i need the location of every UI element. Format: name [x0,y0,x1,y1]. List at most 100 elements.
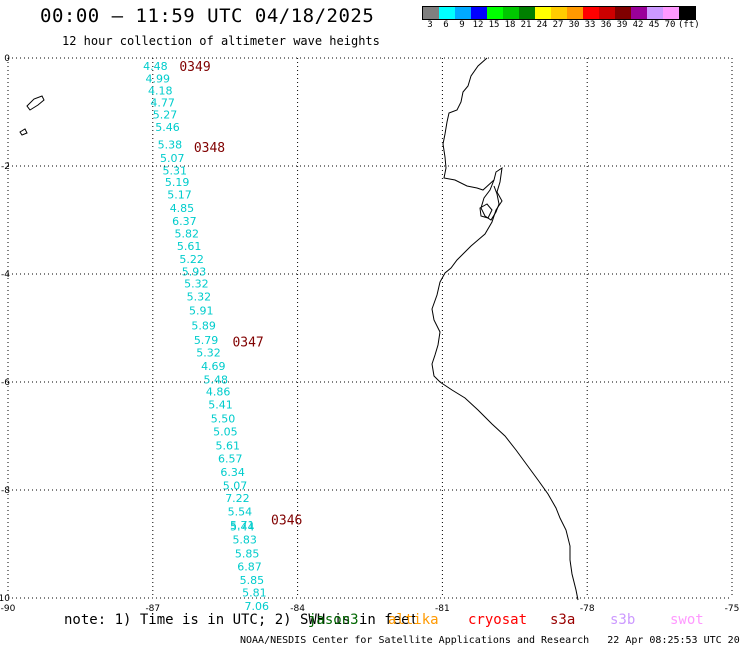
footer-credit: NOAA/NESDIS Center for Satellite Applica… [240,635,740,646]
y-tick-label: -10 [0,594,10,604]
credit-text: NOAA/NESDIS Center for Satellite Applica… [240,635,590,646]
wave-height-value: 5.32 [184,278,209,291]
wave-height-value: 4.69 [201,360,226,373]
legend-swatch [503,7,519,19]
wave-height-value: 5.38 [158,138,183,151]
wave-height-value: 5.07 [160,152,185,165]
wave-height-value: 5.54 [228,506,253,519]
satellite-legend-item: s3a [550,612,576,628]
wave-height-value: 5.50 [211,413,236,426]
pass-time-label: 0349 [179,60,210,75]
wave-height-value: 5.79 [194,334,219,347]
wave-height-value: 5.83 [232,534,257,547]
wave-height-value: 5.48 [203,373,228,386]
color-scale-legend: 3 6 9 12 15 18 21 24 27 30 33 36 39 42 45 70 (ft) [422,6,700,30]
wave-height-value: 5.82 [175,228,200,241]
legend-swatch [423,7,439,19]
wave-height-value: 5.32 [187,291,212,304]
legend-swatch [471,7,487,19]
wave-height-value: 4.18 [148,84,173,97]
wave-height-value: 6.34 [220,466,245,479]
legend-label: 42 [632,20,644,30]
puna-island [479,203,493,219]
wave-height-value: 4.85 [170,202,195,215]
galapagos-island-small [19,128,28,136]
wave-height-value: 5.93 [182,265,207,278]
wave-height-value: 5.07 [223,480,248,493]
legend-label: 70 [664,20,676,30]
wave-height-value: 5.31 [162,164,187,177]
wave-height-value: 4.99 [146,73,171,86]
legend-label: 9 [459,20,465,30]
legend-label: 6 [443,20,449,30]
legend-label: 18 [504,20,516,30]
legend-label: 39 [616,20,628,30]
map-grid [7,57,733,599]
coastline-south-america [431,57,579,601]
wave-height-value: 5.32 [196,346,221,359]
legend-swatch [455,7,471,19]
footer-note: note: 1) Time is in UTC; 2) SWH is in fe… [64,612,419,628]
legend-swatch [487,7,503,19]
x-tick-label: -75 [725,604,740,614]
y-tick-label: -8 [1,486,10,496]
wave-height-value: 5.41 [208,399,233,412]
wave-height-value: 4.86 [206,386,231,399]
credit-timestamp: 22 Apr 08:25:53 UTC 2025 [607,635,740,646]
wave-height-value: 5.85 [235,548,260,561]
legend-label: 24 [536,20,548,30]
legend-swatch [679,7,695,19]
legend-swatch [615,7,631,19]
wave-height-value: 5.61 [216,440,241,453]
legend-label: 3 [427,20,433,30]
y-tick-label: -2 [1,162,10,172]
pass-time-label: 0347 [232,336,263,351]
legend-label: 30 [568,20,580,30]
wave-height-value: 5.85 [240,574,265,587]
wave-height-value: 5.22 [179,253,204,266]
legend-swatch [599,7,615,19]
wave-height-value: 5.19 [165,176,190,189]
wave-height-value: 5.05 [213,426,238,439]
axis-tick-labels: -90 -87 -84 -81 -78 -75 0 -2 -4 -6 -8 -10 [0,54,739,614]
wave-height-value: 5.81 [242,587,266,600]
legend-swatches [422,6,696,20]
legend-swatch [535,7,551,19]
legend-label: 12 [472,20,484,30]
wave-height-value: 4.77 [150,96,175,109]
legend-label: 45 [648,20,660,30]
y-tick-label: 0 [4,54,10,64]
legend-swatch [583,7,599,19]
legend-labels: 3 6 9 12 15 18 21 24 27 30 33 36 39 42 45 70 (ft) [422,20,700,30]
map-title: 00:00 – 11:59 UTC 04/18/2025 [40,5,375,27]
legend-label: 15 [488,20,500,30]
y-tick-label: -4 [1,270,10,280]
satellite-legend-item: altika [388,612,439,628]
pass-time-label: 0346 [271,514,302,529]
altimeter-track: 4.484.994.184.775.275.465.385.075.315.19… [143,60,269,613]
wave-height-value: 5.27 [153,109,178,122]
galapagos-island-isabela [26,95,45,111]
x-tick-label: -81 [435,604,450,614]
legend-swatch [647,7,663,19]
satellite-legend-item: cryosat [468,612,528,628]
y-tick-label: -6 [1,378,10,388]
wave-height-value: 5.89 [191,319,216,332]
x-tick-label: -87 [145,604,160,614]
x-tick-label: -90 [1,604,16,614]
wave-height-value: 7.06 [245,600,269,613]
pass-time-label: 0348 [194,141,225,156]
legend-label: 27 [552,20,564,30]
pass-time-labels: 0349 0348 0347 0346 [179,60,302,529]
legend-label: 33 [584,20,596,30]
wave-height-value: 6.87 [237,561,262,574]
x-tick-label: -84 [290,604,305,614]
satellite-legend-item: jason3 [308,612,359,628]
wave-height-value: 7.22 [225,492,250,505]
legend-label: 21 [520,20,532,30]
legend-label: (ft) [678,20,700,30]
wave-height-value: 5.17 [167,189,192,202]
x-tick-label: -78 [580,604,595,614]
legend-swatch [551,7,567,19]
legend-swatch [519,7,535,19]
